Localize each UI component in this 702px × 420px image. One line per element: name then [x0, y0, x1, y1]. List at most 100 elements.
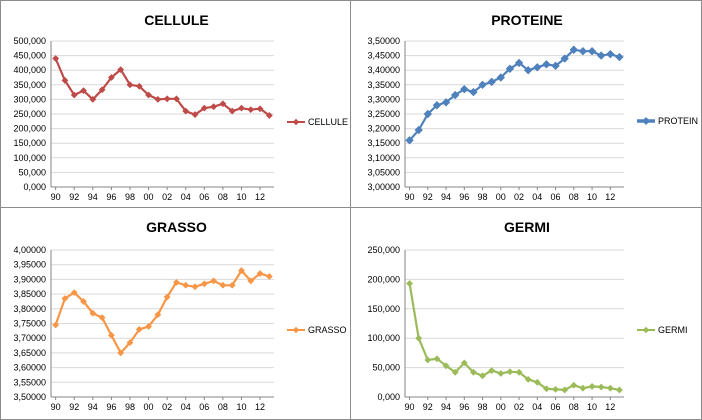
proteine-data-point	[441, 98, 451, 107]
germi-data-point	[579, 384, 587, 392]
proteine-x-tick-label: 10	[587, 192, 597, 202]
grasso-data-point	[191, 283, 199, 291]
germi-data-point	[533, 378, 541, 386]
germi-data-point	[424, 356, 432, 364]
cellule-data-point	[98, 86, 106, 94]
grasso-y-tick-label: 3,95000	[13, 260, 46, 270]
germi-data-point	[606, 384, 614, 392]
grasso-y-tick-label: 3,55000	[13, 377, 46, 387]
cellule-axes	[50, 41, 274, 188]
grasso-x-tick-label: 06	[199, 402, 209, 412]
proteine-data-point	[514, 58, 524, 68]
germi-data-point	[470, 368, 477, 376]
proteine-gridlines	[405, 40, 624, 188]
proteine-x-tick-label: 96	[459, 192, 469, 202]
grasso-y-tick-label: 3,50000	[13, 392, 46, 402]
grasso-x-tick-label: 00	[144, 402, 154, 412]
grasso-data-point	[117, 349, 125, 357]
grasso-data-point	[210, 277, 218, 285]
proteine-data-point	[423, 109, 433, 119]
proteine-x-tick-label: 06	[551, 192, 561, 202]
germi-y-tick-label: 0,000	[377, 392, 400, 402]
cellule-data-point	[210, 103, 218, 111]
cellule-data-point	[135, 82, 143, 90]
grasso-data-point	[80, 298, 87, 305]
germi-x-tick-label: 90	[405, 402, 415, 412]
proteine-x-tick-label: 00	[496, 192, 506, 202]
grasso-axes	[50, 250, 274, 398]
proteine-y-tick-label: 3,50000	[367, 36, 400, 46]
germi-data-point	[433, 355, 441, 363]
grasso-x-tick-label: 94	[88, 402, 98, 412]
grasso-y-tick-label: 3,85000	[13, 289, 46, 299]
cellule-y-tick-label: 100,000	[13, 153, 46, 163]
proteine-x-tick-label: 02	[514, 192, 524, 202]
cellule-x-tick-label: 02	[162, 192, 172, 202]
grasso-legend-label: GRASSO	[308, 325, 347, 335]
cellule-y-tick-label: 150,000	[13, 138, 46, 148]
proteine-data-point	[405, 136, 414, 145]
cellule-data-point	[145, 91, 152, 99]
proteine-data-point	[505, 64, 515, 73]
cellule-data-point	[80, 87, 87, 95]
germi-chart-title: GERMI	[504, 219, 550, 235]
grasso-data-point	[219, 281, 227, 289]
germi-x-tick-label: 08	[569, 402, 579, 412]
cellule-data-point	[107, 74, 115, 81]
grasso-data-point	[173, 278, 180, 286]
cellule-data-point	[191, 111, 199, 118]
germi-data-point	[561, 386, 569, 394]
germi-x-tick-label: 94	[441, 402, 451, 412]
germi-data-point	[597, 383, 605, 391]
grasso-x-tick-label: 96	[106, 402, 116, 412]
proteine-data-point	[587, 47, 597, 56]
germi-data-point	[506, 368, 514, 376]
proteine-legend-marker	[642, 117, 650, 125]
germi-data-point	[460, 359, 468, 367]
proteine-x-tick-label: 04	[532, 192, 542, 202]
grasso-data-point	[89, 309, 97, 317]
proteine-axes	[404, 41, 624, 188]
germi-gridlines	[405, 249, 624, 398]
germi-y-tick-label: 250,000	[367, 245, 400, 255]
germi-data-point	[588, 383, 596, 390]
germi-x-tick-label: 98	[478, 402, 488, 412]
germi-x-tick-label: 12	[605, 402, 615, 412]
grasso-data-point	[228, 281, 236, 289]
proteine-data-point	[450, 90, 460, 100]
proteine-data-point	[414, 125, 423, 135]
grasso-data-point	[182, 281, 190, 289]
cellule-y-tick-label: 50,000	[18, 167, 46, 177]
grasso-y-tick-label: 3,60000	[13, 363, 46, 373]
germi-series-line-germi	[408, 283, 620, 392]
proteine-legend: PROTEIN	[637, 116, 698, 126]
grasso-x-tick-label: 10	[236, 402, 246, 412]
grasso-x-tick-label: 12	[255, 402, 265, 412]
germi-data-point	[552, 385, 559, 393]
proteine-series-line-protein	[408, 48, 620, 142]
grasso-x-tick-label: 90	[51, 402, 61, 412]
cellule-chart-title: CELLULE	[144, 12, 209, 28]
chart-panel-proteine: PROTEINE 3,50000 3,45000 3,40000 3,35000 3,30…	[350, 0, 702, 208]
proteine-data-point	[596, 51, 606, 60]
chart-svg-grasso: GRASSO 4,00000 3,95000 3,90000 3,85000 3,8000…	[13, 219, 347, 412]
germi-data-point	[415, 334, 423, 342]
cellule-x-tick-label: 98	[125, 192, 135, 202]
cellule-data-point	[238, 104, 245, 112]
germi-data-point	[616, 386, 623, 394]
cellule-x-tick-label: 10	[236, 192, 246, 202]
germi-data-point	[451, 368, 459, 376]
cellule-x-tick-label: 06	[199, 192, 209, 202]
cellule-x-tick-label: 12	[255, 192, 265, 202]
cellule-y-tick-label: 350,000	[13, 80, 46, 90]
grasso-data-point	[154, 311, 162, 319]
germi-legend: GERMI	[637, 325, 688, 335]
proteine-chart-title: PROTEINE	[491, 12, 563, 28]
cellule-x-tick-label: 94	[88, 192, 98, 202]
grasso-x-tick-label: 92	[69, 402, 79, 412]
cellule-y-tick-label: 500,000	[13, 36, 46, 46]
proteine-x-tick-label: 90	[405, 192, 415, 202]
grasso-data-point	[163, 293, 171, 301]
grasso-chart-title: GRASSO	[146, 219, 207, 235]
cellule-data-point	[247, 106, 255, 114]
